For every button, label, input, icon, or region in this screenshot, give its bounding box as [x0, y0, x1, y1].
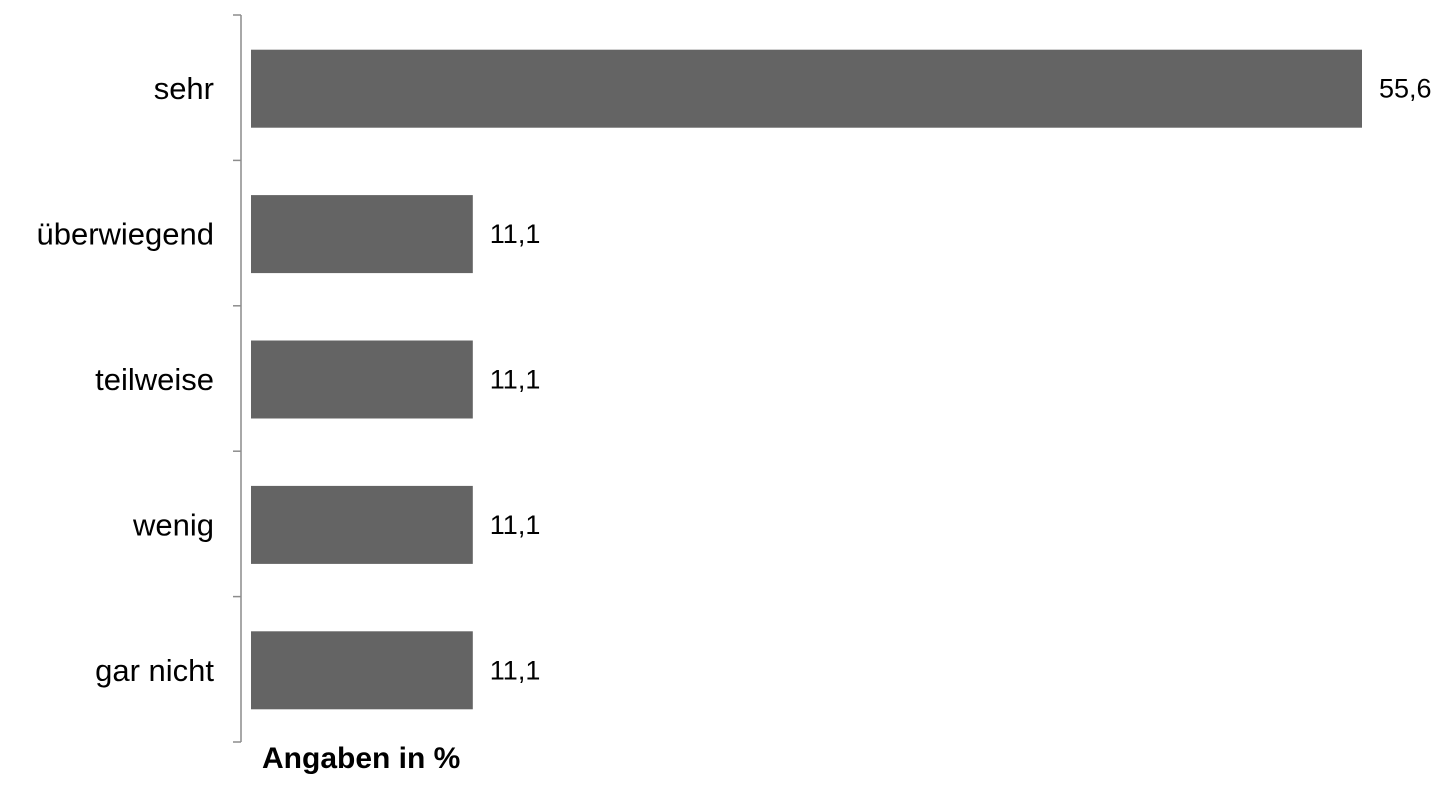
data-label: 55,6	[1379, 74, 1432, 104]
bar	[251, 195, 473, 274]
category-label: sehr	[154, 71, 214, 106]
y-axis	[233, 14, 242, 743]
category-label: gar nicht	[95, 653, 214, 688]
data-label: 11,1	[490, 365, 541, 395]
data-label: 11,1	[490, 219, 541, 249]
category-label: wenig	[132, 507, 214, 542]
category-label: teilweise	[95, 362, 214, 397]
bar	[251, 485, 473, 564]
data-label: 11,1	[490, 655, 541, 685]
value-labels: 55,6 11,1 11,1 11,1 11,1	[490, 74, 1432, 686]
bar	[251, 631, 473, 710]
bar	[251, 340, 473, 419]
bars	[251, 49, 1362, 710]
category-labels: sehr überwiegend teilweise wenig gar nicht	[36, 71, 214, 688]
category-label: überwiegend	[36, 217, 214, 252]
bar	[251, 49, 1362, 128]
x-axis-title: Angaben in %	[262, 742, 461, 775]
data-label: 11,1	[490, 510, 541, 540]
